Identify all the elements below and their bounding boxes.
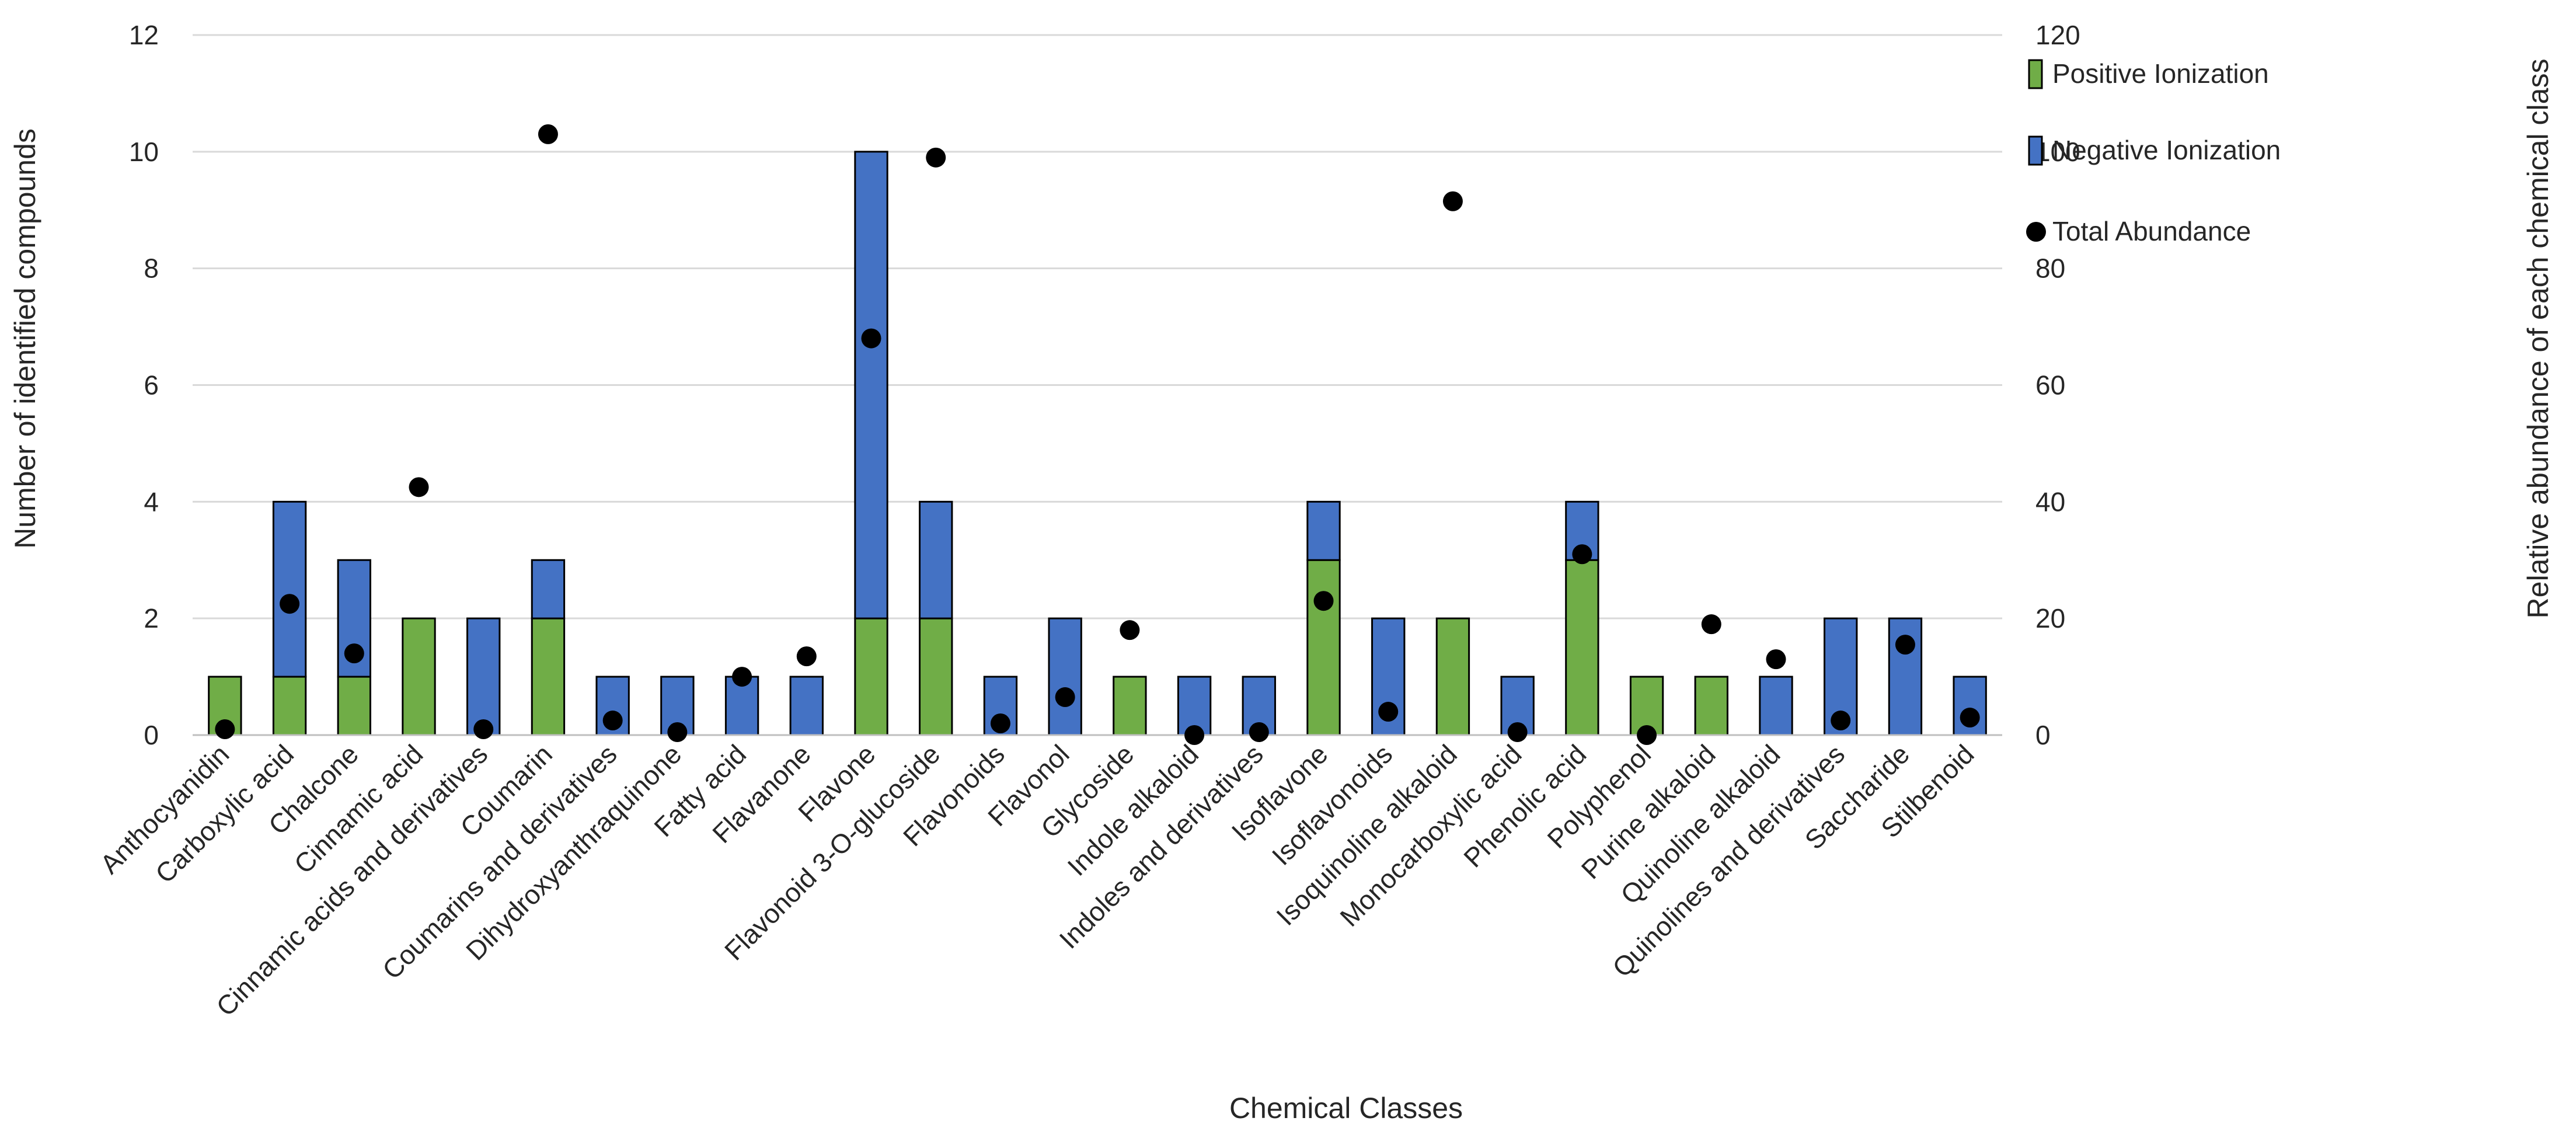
dot-total-24	[1766, 649, 1786, 670]
dot-total-18	[1378, 702, 1399, 722]
dot-total-26	[1895, 635, 1915, 655]
bar-positive-2	[337, 676, 371, 736]
legend-label-positive: Positive Ionization	[2052, 58, 2269, 89]
legend-marker-total	[2026, 222, 2046, 242]
bar-negative-10	[854, 151, 888, 619]
bar-negative-13	[1048, 617, 1082, 736]
bar-positive-17	[1306, 559, 1341, 736]
legend-label-total: Total Abundance	[2052, 216, 2251, 246]
dot-total-14	[1120, 620, 1140, 640]
right-tick-label: 80	[2035, 253, 2065, 284]
left-tick-label: 0	[144, 720, 159, 750]
bar-layer	[208, 151, 1987, 736]
bar-positive-23	[1694, 676, 1728, 736]
dot-total-2	[344, 643, 364, 664]
right-tick-label: 20	[2035, 603, 2065, 633]
dot-total-15	[1184, 725, 1205, 745]
y-axis-title-left: Number of identified compounds	[9, 128, 41, 549]
dot-total-25	[1831, 711, 1851, 731]
bar-positive-19	[1435, 617, 1470, 736]
left-tick-label: 10	[129, 137, 159, 167]
dot-total-23	[1701, 614, 1721, 635]
dot-total-3	[409, 477, 429, 497]
legend: Positive Ionization Negative Ionization …	[2026, 58, 2281, 246]
bar-positive-10	[854, 617, 888, 736]
bar-negative-5	[531, 559, 566, 619]
right-tick-label: 100	[2035, 137, 2080, 167]
dot-total-0	[215, 719, 235, 740]
bar-positive-3	[402, 617, 436, 736]
dot-total-17	[1313, 591, 1334, 611]
bar-positive-1	[272, 676, 307, 736]
left-axis-ticks: 0 2 4 6 8 10 12	[129, 20, 159, 750]
bar-positive-5	[531, 617, 566, 736]
left-tick-label: 2	[144, 603, 159, 633]
dot-total-6	[602, 711, 623, 731]
left-tick-label: 8	[144, 253, 159, 284]
dot-total-27	[1960, 708, 1980, 728]
dot-total-5	[538, 124, 558, 144]
left-tick-label: 12	[129, 20, 159, 50]
dot-total-13	[1055, 687, 1075, 708]
dot-total-20	[1507, 722, 1528, 743]
dot-total-16	[1249, 722, 1269, 743]
bar-negative-4	[466, 617, 501, 736]
y-axis-title-right: Relative abundance of each chemical clas…	[2522, 59, 2554, 619]
left-tick-label: 6	[144, 370, 159, 401]
dot-layer	[215, 124, 1980, 745]
bar-positive-14	[1113, 676, 1147, 736]
dot-total-12	[990, 713, 1010, 734]
right-tick-label: 120	[2035, 20, 2080, 50]
right-tick-label: 40	[2035, 486, 2065, 517]
dot-total-21	[1572, 544, 1592, 565]
bar-negative-24	[1759, 676, 1793, 736]
dot-total-19	[1442, 191, 1463, 211]
bar-negative-17	[1306, 500, 1341, 561]
dot-total-8	[732, 667, 752, 687]
legend-swatch-negative	[2028, 135, 2043, 166]
dot-total-4	[473, 719, 494, 740]
x-axis-title: Chemical Classes	[1229, 1092, 1463, 1124]
dot-total-11	[926, 147, 946, 168]
bar-negative-1	[272, 500, 307, 678]
legend-swatch-positive	[2028, 59, 2043, 89]
bar-positive-21	[1565, 559, 1599, 736]
gridlines	[193, 34, 2002, 619]
dot-total-10	[861, 328, 881, 349]
bar-positive-11	[919, 617, 953, 736]
legend-label-negative: Negative Ionization	[2052, 135, 2281, 165]
left-tick-label: 4	[144, 486, 159, 517]
dot-total-7	[667, 722, 688, 743]
dot-total-9	[796, 646, 817, 667]
right-tick-label: 60	[2035, 370, 2065, 401]
dot-total-22	[1637, 725, 1657, 745]
dot-total-1	[280, 594, 300, 614]
bar-negative-11	[919, 500, 953, 619]
bar-negative-9	[789, 676, 824, 736]
right-tick-label: 0	[2035, 720, 2051, 750]
right-axis-ticks: 0 20 40 60 80 100 120	[2035, 20, 2080, 750]
